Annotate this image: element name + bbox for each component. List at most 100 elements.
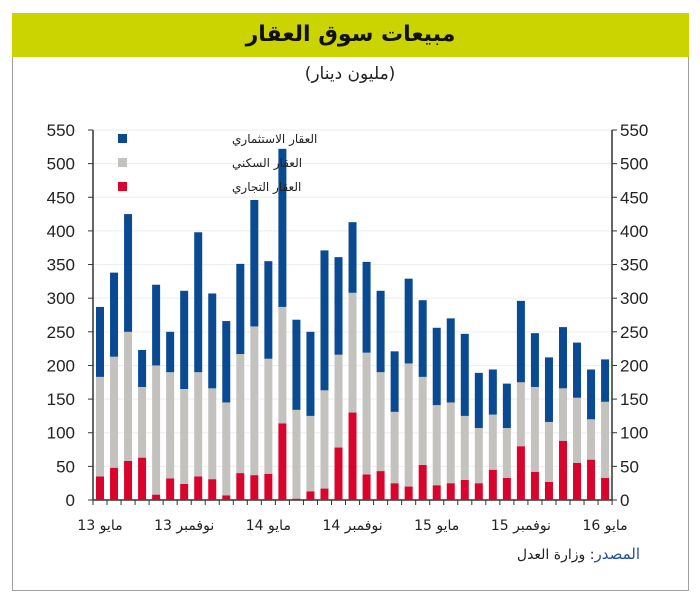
y-tick-label-right: 50 [620,457,639,476]
bar-segment-commercial [208,479,217,500]
bar-segment-investment [474,372,483,429]
y-tick-label-left: 450 [47,188,75,207]
bar-segment-residential [474,428,483,484]
bar-segment-investment [208,293,217,389]
legend-label: العقار الاستثماري [232,132,317,147]
bar-segment-residential [348,292,357,413]
source-label: المصدر [594,545,640,563]
y-tick-label-right: 150 [620,390,648,409]
bar-segment-investment [124,214,133,332]
chart-title: مبيعات سوق العقار [12,13,689,57]
bar-segment-investment [236,263,245,355]
legend-swatch [118,134,127,143]
legend-swatch [118,158,127,167]
bar-segment-investment [446,318,455,403]
bar-segment-commercial [320,488,329,500]
y-tick-label-left: 100 [47,424,75,443]
bar-segment-residential [362,352,371,475]
bar-segment-commercial [460,479,469,500]
bar-segment-investment [110,272,119,357]
x-tick-label: مايو 16 [582,518,627,534]
bar-segment-residential [194,372,203,477]
bar-segment-investment [362,261,371,353]
bar-segment-residential [250,326,259,476]
x-tick-label: مايو 15 [414,518,459,534]
bar-segment-residential [544,421,553,482]
bar-segment-commercial [236,473,245,500]
bar-segment-commercial [404,486,413,500]
bar-segment-investment [250,199,259,327]
bar-segment-commercial [544,481,553,500]
y-tick-label-right: 100 [620,424,648,443]
legend-label: العقار التجاري [232,180,301,195]
bar-segment-commercial [502,477,511,500]
legend-label: العقار السكني [232,156,302,171]
y-tick-label-right: 0 [620,491,629,510]
bar-segment-commercial [348,412,357,500]
bar-segment-commercial [362,474,371,500]
y-tick-label-left: 300 [47,289,75,308]
bar-segment-commercial [516,446,525,500]
y-tick-label-left: 500 [47,155,75,174]
bar-segment-residential [152,365,161,495]
bar-segment-investment [96,306,104,377]
bar-segment-residential [124,331,133,461]
bar-segment-commercial [587,459,596,500]
y-tick-label-right: 550 [620,121,648,140]
bar-segment-commercial [432,485,441,500]
y-tick-label-right: 450 [620,188,648,207]
bar-segment-investment [544,357,553,422]
bar-segment-residential [404,363,413,487]
bar-segment-commercial [138,457,147,500]
bar-segment-residential [236,354,245,474]
chart-subtitle: (مليون دينار) [304,64,396,84]
bar-segment-investment [460,333,469,416]
bar-segment-commercial [306,491,315,500]
bar-segment-residential [516,382,525,447]
bar-segment-residential [432,405,441,486]
bar-segment-residential [587,419,596,460]
bar-segment-investment [558,327,567,389]
bar-segment-investment [278,148,287,307]
bar-segment-commercial [418,465,427,500]
bar-segment-investment [292,319,301,410]
bar-segment-commercial [292,498,301,500]
bar-segment-residential [558,388,567,441]
bar-segment-investment [601,359,610,402]
bar-segment-commercial [166,478,175,500]
y-tick-label-right: 300 [620,289,648,308]
bar-segment-commercial [601,477,610,500]
bar-segment-commercial [222,495,231,500]
bar-segment-commercial [446,483,455,500]
bar-segment-investment [152,284,161,366]
bar-segment-investment [488,369,497,415]
x-tick-label: مايو 14 [246,518,291,534]
bar-segment-commercial [264,473,273,500]
bar-segment-residential [460,415,469,480]
y-tick-label-left: 0 [66,491,75,510]
bar-segment-investment [530,333,539,387]
bar-segment-commercial [194,476,203,500]
bar-segment-residential [502,428,511,478]
y-tick-label-left: 150 [47,390,75,409]
bar-segment-residential [418,376,427,466]
y-tick-label-right: 500 [620,155,648,174]
bar-segment-residential [222,402,231,496]
bar-segment-investment [320,250,329,391]
y-tick-label-right: 400 [620,222,648,241]
bar-segment-commercial [124,460,133,500]
source-value: : وزارة العدل [516,547,595,563]
x-tick-label: نوفمبر 15 [491,518,551,534]
bar-segment-residential [390,411,399,484]
bar-segment-commercial [474,483,483,500]
y-tick-label-left: 250 [47,323,75,342]
bar-segment-residential [180,389,189,484]
bar-segment-investment [222,321,231,403]
bar-segment-investment [587,369,596,420]
bar-segment-investment [432,327,441,406]
bar-segment-commercial [334,447,343,500]
bar-segment-residential [376,372,385,472]
bar-segment-investment [138,349,147,387]
bar-segment-commercial [110,467,119,500]
